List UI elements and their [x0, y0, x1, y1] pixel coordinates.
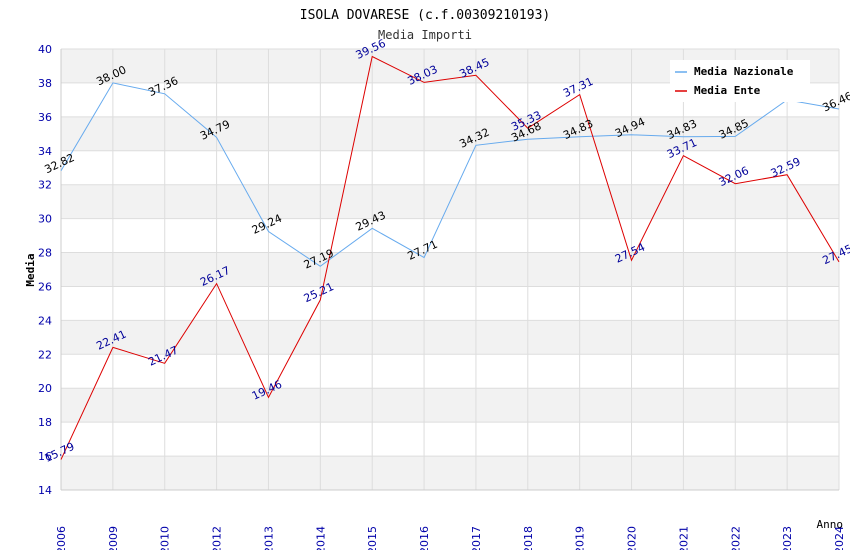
plot-band [61, 388, 839, 423]
y-tick-label: 34 [38, 145, 52, 158]
x-tick-label: 2020 [626, 526, 639, 550]
x-axis-ticks: 2006 2009 2010 2012 2013 2014 2015 2016 2017 2018… [55, 526, 846, 550]
x-tick-label: 2019 [574, 526, 587, 550]
plot-band [61, 252, 839, 287]
y-tick-label: 36 [38, 111, 52, 124]
gridlines [60, 48, 840, 491]
x-tick-label: 2024 [833, 526, 846, 550]
legend: Media Nazionale Media Ente [670, 60, 810, 102]
series-line-media-nazionale [60, 82, 840, 267]
x-tick-label: 2023 [781, 526, 794, 550]
x-tick-label: 2022 [729, 526, 742, 550]
y-tick-label: 24 [38, 314, 52, 327]
y-tick-label: 26 [38, 280, 52, 293]
x-tick-label: 2015 [366, 526, 379, 550]
x-tick-label: 2006 [55, 526, 68, 550]
x-tick-label: 2018 [522, 526, 535, 550]
plot-bands [61, 49, 839, 490]
y-tick-label: 40 [38, 43, 52, 56]
series-lines [60, 55, 840, 460]
x-tick-label: 2016 [418, 526, 431, 550]
x-tick-label: 2014 [314, 526, 327, 550]
y-tick-label: 22 [38, 348, 52, 361]
y-tick-label: 14 [38, 484, 52, 497]
legend-label-media-nazionale: Media Nazionale [694, 65, 794, 78]
series-line-media-ente [60, 55, 840, 460]
legend-label-media-ente: Media Ente [694, 84, 761, 97]
y-tick-label: 20 [38, 382, 52, 395]
y-tick-label: 28 [38, 247, 52, 260]
x-tick-label: 2010 [159, 526, 172, 550]
y-axis-title: Media [24, 253, 37, 286]
x-tick-label: 2021 [677, 526, 690, 550]
y-tick-label: 16 [38, 450, 52, 463]
data-label: 36.46 [820, 89, 850, 114]
plot-band [61, 456, 839, 490]
x-tick-label: 2009 [107, 526, 120, 550]
chart-title: ISOLA DOVARESE (c.f.00309210193) [300, 8, 550, 23]
data-label: 32.59 [769, 155, 803, 180]
y-axis-ticks: 14 16 18 20 22 24 26 28 30 32 34 36 38 40 [38, 43, 52, 497]
chart-subtitle: Media Importi [378, 28, 472, 42]
x-tick-label: 2017 [470, 526, 483, 550]
plot-band [61, 116, 839, 151]
x-tick-label: 2012 [211, 526, 224, 550]
y-tick-label: 38 [38, 77, 52, 90]
x-tick-label: 2013 [262, 526, 275, 550]
x-axis-title: Anno [817, 518, 844, 531]
y-tick-label: 32 [38, 179, 52, 192]
y-tick-label: 30 [38, 213, 52, 226]
legend-box [670, 60, 810, 102]
plot-band [61, 320, 839, 355]
y-tick-label: 18 [38, 416, 52, 429]
